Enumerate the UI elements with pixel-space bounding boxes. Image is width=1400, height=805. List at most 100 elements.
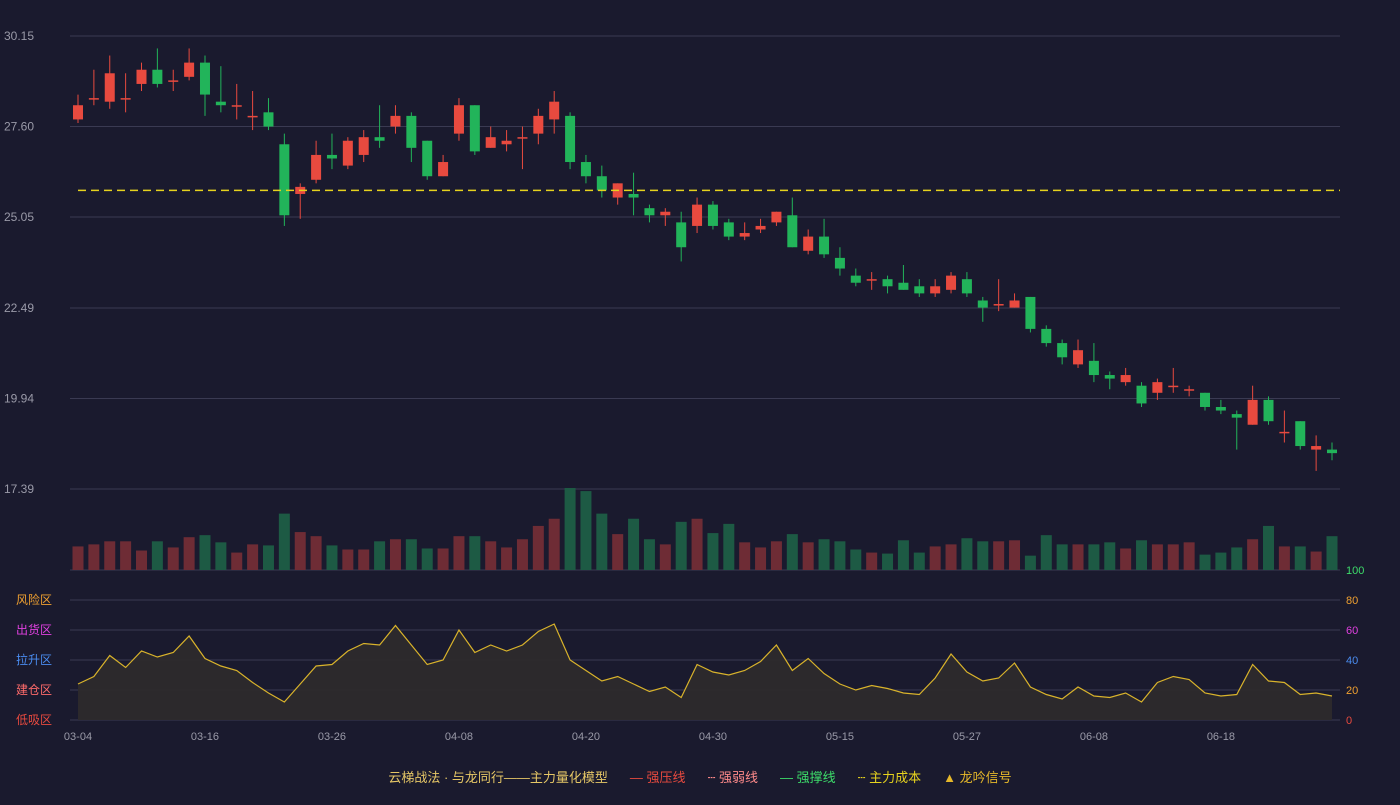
legend-marker-icon: ┄ — [707, 769, 720, 785]
volume-bar — [231, 552, 243, 570]
candle-body — [565, 115, 576, 163]
volume-bar — [818, 539, 830, 570]
volume-bar — [691, 518, 703, 570]
candle — [882, 275, 893, 294]
candle — [803, 229, 814, 255]
legend-item-label: 强撑线 — [796, 769, 836, 785]
candle-body — [580, 162, 591, 177]
volume-bar — [675, 521, 687, 570]
candle — [660, 208, 671, 226]
candle — [199, 55, 210, 116]
candle-body — [406, 115, 417, 148]
candle — [136, 62, 147, 92]
volume-bar — [739, 542, 751, 570]
candle — [120, 73, 131, 113]
legend: 云梯战法 · 与龙同行——主力量化模型 — 强压线 ┄ 强弱线 — 强撑线 ┄ 主力成… — [0, 766, 1400, 786]
volume-bar — [1278, 546, 1290, 570]
volume-bar — [358, 549, 370, 570]
candle — [1057, 339, 1068, 365]
candle-body — [977, 300, 988, 308]
candle — [1184, 385, 1195, 397]
candle-body — [1263, 399, 1274, 422]
candle-body — [946, 275, 957, 290]
date-tick-label: 04-30 — [699, 731, 727, 743]
candle-body — [517, 137, 528, 139]
volume-bar — [167, 547, 179, 570]
candle — [1247, 385, 1258, 425]
price-tick-label: 27.60 — [4, 120, 34, 134]
candle — [850, 268, 861, 287]
candle — [1120, 367, 1131, 386]
volume-bar — [1183, 542, 1195, 570]
candle — [311, 140, 322, 184]
volume-bar — [834, 541, 846, 570]
candle — [834, 247, 845, 276]
candle-body — [1120, 375, 1131, 383]
candle — [961, 272, 972, 297]
legend-item[interactable]: — 强压线 — [630, 767, 686, 786]
candle-body — [755, 225, 766, 230]
candle — [1136, 382, 1147, 407]
candle-body — [1041, 328, 1052, 344]
candle — [1215, 399, 1226, 415]
candle-body — [88, 98, 99, 100]
candle — [580, 154, 591, 184]
candle — [326, 133, 337, 170]
candle — [644, 204, 655, 223]
legend-item[interactable]: ▲ 龙吟信号 — [943, 767, 1012, 786]
volume-bar — [485, 541, 497, 570]
candle — [771, 211, 782, 226]
candle — [1327, 442, 1337, 461]
candle — [898, 264, 909, 290]
candle — [438, 154, 449, 177]
candle — [501, 130, 512, 152]
volume-bar — [1040, 535, 1052, 570]
candle-body — [326, 154, 337, 159]
volume-bar — [1024, 555, 1036, 570]
volume-bar — [580, 491, 592, 570]
candle-body — [438, 162, 449, 177]
volume-bar — [786, 534, 798, 570]
volume-bar — [389, 539, 401, 570]
volume-bar — [421, 548, 433, 570]
legend-item[interactable]: ┄ 强弱线 — [708, 767, 758, 786]
date-tick-label: 05-15 — [826, 731, 854, 743]
legend-item-label: 强压线 — [646, 769, 686, 785]
volume-bar — [469, 536, 481, 570]
candle — [390, 105, 401, 134]
candle — [787, 197, 798, 248]
legend-item[interactable]: — 强撑线 — [780, 767, 836, 786]
volume-bar — [882, 553, 894, 570]
candle — [1231, 410, 1242, 450]
legend-item[interactable]: ┄ 主力成本 — [858, 767, 921, 786]
legend-marker-icon: — — [629, 769, 647, 785]
candle-body — [1295, 421, 1306, 447]
candle-body — [549, 101, 560, 120]
volume-bar — [135, 550, 147, 570]
candle — [707, 201, 718, 230]
candle-body — [279, 144, 290, 216]
price-axis: 30.15 27.60 25.05 22.49 19.94 17.39 — [4, 29, 34, 496]
volume-bar — [453, 536, 465, 570]
candle-body — [184, 62, 195, 77]
volume-bar — [993, 541, 1005, 570]
candle-body — [342, 140, 353, 166]
volume-bar — [501, 547, 513, 570]
right-tick-label: 40 — [1346, 655, 1358, 667]
volume-bar — [977, 541, 989, 570]
candle-body — [1104, 375, 1115, 379]
candle-body — [1136, 385, 1147, 404]
date-tick-label: 04-08 — [445, 731, 473, 743]
candle-body — [787, 215, 798, 248]
candle-body — [215, 101, 226, 106]
volume-bar — [1056, 544, 1068, 570]
candle — [1041, 325, 1052, 347]
candle-body — [819, 236, 830, 255]
candle — [1088, 343, 1099, 383]
zone-label: 出货区 — [16, 622, 52, 637]
candle-body — [993, 304, 1004, 306]
date-tick-label: 06-18 — [1207, 731, 1235, 743]
volume-bar — [1231, 547, 1243, 570]
candle — [469, 105, 480, 155]
legend-title: 云梯战法 · 与龙同行——主力量化模型 — [388, 769, 608, 785]
